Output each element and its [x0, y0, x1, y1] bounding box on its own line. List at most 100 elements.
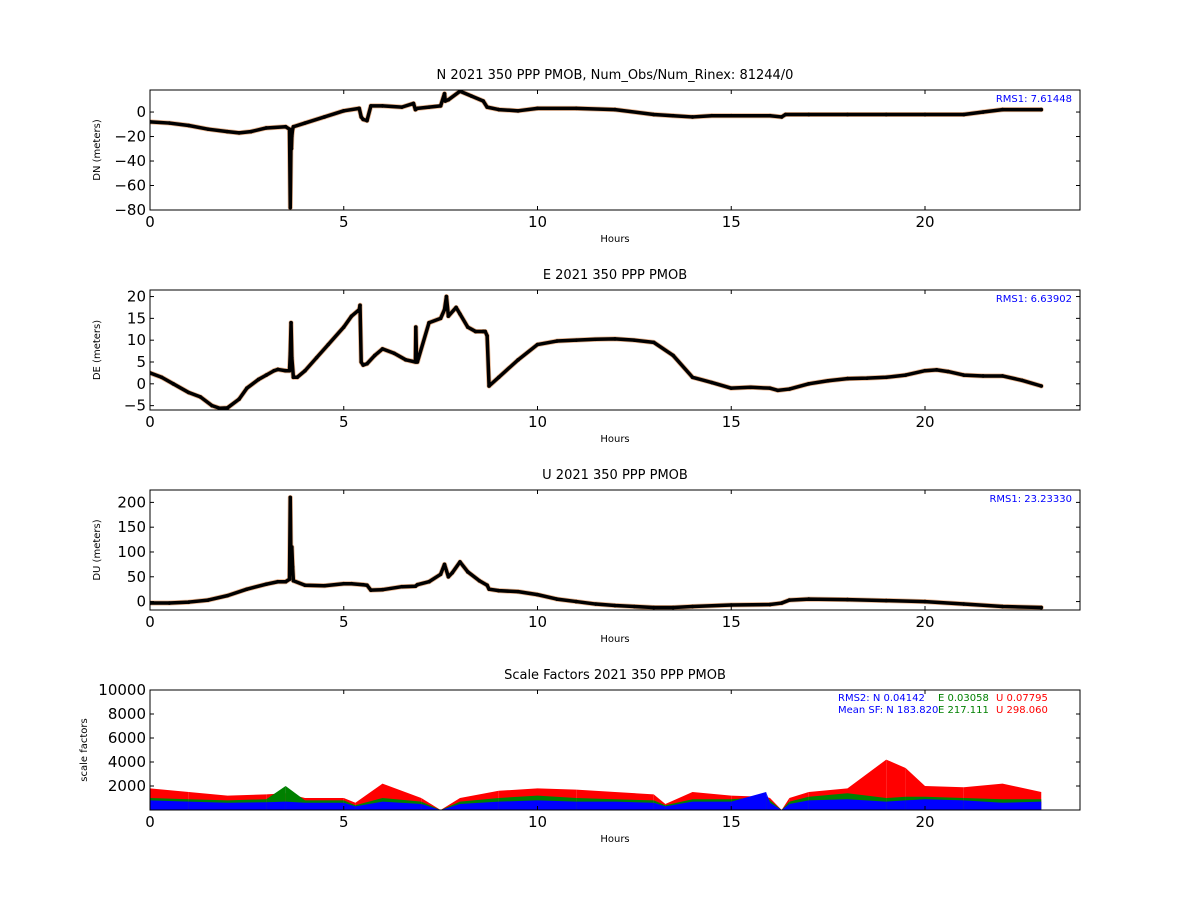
y-tick-label: 5: [136, 353, 146, 371]
data-point: [729, 113, 734, 118]
y-tick-label: −60: [114, 177, 146, 195]
data-point: [288, 205, 293, 210]
data-point: [690, 375, 695, 380]
panel-3: U 2021 350 PPP PMOB Hours DU (meters) 0 5 10 1…: [92, 468, 1081, 645]
data-point: [458, 90, 462, 94]
data-point: [357, 307, 362, 312]
data-point: [322, 115, 327, 119]
data-point: [884, 598, 889, 603]
data-point: [248, 129, 253, 134]
data-point: [806, 382, 811, 386]
panel-title: N 2021 350 PPP PMOB, Num_Obs/Num_Rinex: …: [437, 68, 794, 83]
series-1: [150, 294, 1044, 410]
data-point: [314, 355, 319, 360]
bar-segment: [460, 801, 499, 810]
data-point: [415, 582, 420, 587]
y-tick-label: −20: [114, 128, 146, 146]
data-point: [186, 123, 191, 128]
bar-segment: [781, 804, 790, 810]
data-point: [415, 360, 420, 364]
x-tick-label: 20: [915, 813, 934, 831]
bar-segment: [886, 800, 906, 810]
data-point: [380, 104, 385, 108]
panel-title: U 2021 350 PPP PMOB: [542, 468, 688, 483]
y-tick-label: 200: [117, 493, 146, 511]
data-point: [438, 316, 443, 321]
data-point: [198, 395, 203, 399]
data-point: [574, 106, 579, 111]
data-point: [1039, 384, 1044, 388]
series-shadow: [150, 494, 1044, 610]
y-tick-label: 10000: [98, 681, 146, 699]
data-point: [358, 303, 362, 308]
data-point: [450, 571, 455, 575]
data-point: [380, 347, 385, 351]
plot-frame: [149, 689, 1081, 811]
bar-segment: [692, 801, 732, 810]
data-point: [167, 121, 172, 125]
data-point: [775, 388, 780, 393]
bar-segment: [665, 801, 693, 810]
data-point: [217, 406, 222, 410]
data-point: [322, 583, 327, 588]
data-point: [427, 320, 431, 325]
data-point: [256, 377, 261, 382]
data-point: [283, 368, 288, 373]
data-point: [690, 115, 695, 119]
data-point: [264, 373, 269, 377]
plot-frame: [149, 489, 1081, 611]
x-axis-label: Hours: [600, 434, 629, 445]
bar-segment: [150, 800, 189, 810]
series-trace: [150, 90, 1043, 210]
bar-segment: [789, 800, 809, 810]
y-tick-label: −5: [124, 397, 146, 415]
data-point: [613, 107, 617, 112]
data-point: [288, 351, 293, 356]
sf-annotation: E 217.111: [938, 705, 989, 716]
data-point: [845, 597, 850, 602]
data-point: [287, 577, 292, 582]
data-point: [291, 124, 296, 129]
data-point: [427, 579, 431, 584]
data-point: [923, 368, 927, 373]
data-point: [444, 294, 449, 299]
data-point: [865, 376, 869, 380]
data-point: [289, 146, 294, 151]
data-point: [961, 112, 966, 117]
sf-annotation: E 0.03058: [938, 693, 989, 704]
data-point: [341, 325, 346, 329]
data-point: [245, 587, 249, 591]
data-point: [361, 363, 365, 367]
y-tick-label: 100: [117, 543, 146, 561]
panel-title: Scale Factors 2021 350 PPP PMOB: [504, 668, 726, 683]
data-point: [903, 373, 908, 377]
data-point: [477, 578, 482, 583]
data-point: [361, 117, 365, 122]
data-point: [400, 584, 404, 589]
bar-segment: [766, 792, 770, 810]
data-point: [341, 109, 346, 113]
data-point: [264, 126, 269, 130]
data-point: [651, 340, 656, 345]
data-point: [438, 104, 443, 108]
x-tick-label: 20: [915, 413, 934, 431]
rms-annotation: RMS1: 23.23330: [989, 494, 1072, 505]
panel-2: E 2021 350 PPP PMOB Hours DE (meters) 0 5 10 1…: [92, 268, 1081, 445]
bar-segment: [227, 802, 267, 810]
data-point: [981, 110, 985, 114]
data-point: [276, 579, 280, 584]
data-point: [359, 360, 363, 364]
data-point: [349, 581, 354, 586]
y-axis-label: DU (meters): [92, 519, 103, 580]
bar-segment: [266, 801, 286, 810]
data-point: [303, 121, 307, 125]
data-point: [225, 406, 230, 410]
data-point: [729, 603, 734, 607]
series-trace: [150, 294, 1043, 410]
data-point: [237, 131, 241, 135]
bar-segment: [343, 802, 356, 810]
y-tick-label: 0: [136, 375, 146, 393]
x-tick-label: 15: [722, 813, 741, 831]
data-point: [290, 545, 294, 549]
data-point: [326, 342, 331, 347]
